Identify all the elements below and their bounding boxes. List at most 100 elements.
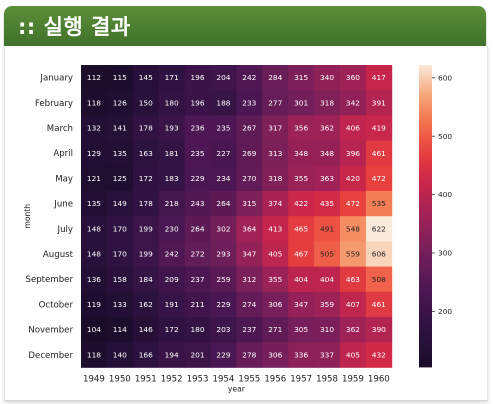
heatmap-cell: [340, 115, 367, 141]
cell-value-label: 318: [320, 98, 334, 107]
heatmap-cell: [184, 90, 211, 116]
heatmap-cell: [340, 191, 367, 217]
cell-value-label: 360: [346, 73, 360, 82]
cell-value-label: 180: [165, 98, 179, 107]
heatmap-cell: [340, 165, 367, 192]
heatmap-cell: [210, 165, 237, 192]
cell-value-label: 277: [268, 98, 282, 107]
heatmap-cell: [81, 90, 108, 116]
cell-value-label: 180: [190, 325, 204, 334]
cell-value-label: 218: [165, 199, 179, 208]
heatmap-cell: [365, 216, 393, 242]
heatmap-cell: [158, 266, 185, 293]
cell-value-label: 391: [372, 98, 386, 107]
cell-value-label: 229: [216, 300, 230, 309]
cell-value-label: 146: [139, 325, 153, 334]
colorbar-tick-label: 600: [438, 73, 452, 82]
heatmap-cell: [288, 266, 315, 293]
cell-value-label: 135: [113, 149, 127, 158]
cell-value-label: 171: [165, 73, 179, 82]
heatmap-cell: [365, 90, 393, 116]
cell-value-label: 535: [372, 199, 386, 208]
heatmap-cell: [236, 317, 263, 343]
cell-value-label: 235: [216, 124, 230, 133]
heatmap-cell: [132, 115, 160, 141]
cell-value-label: 150: [139, 98, 153, 107]
heatmap-cell: [81, 65, 108, 91]
cell-value-label: 337: [320, 350, 334, 359]
heatmap-cell: [236, 65, 263, 91]
cell-value-label: 548: [346, 224, 360, 233]
cell-value-label: 133: [113, 300, 127, 309]
cell-value-label: 461: [372, 300, 386, 309]
heatmap-cell: [340, 342, 367, 368]
heatmap-cell: [288, 115, 315, 141]
cell-value-label: 293: [216, 250, 230, 259]
heatmap-cell: [288, 191, 315, 217]
cell-value-label: 237: [242, 325, 256, 334]
heatmap-cell: [236, 216, 263, 242]
heatmap-cell: [340, 65, 367, 91]
heatmap-cell: [184, 65, 211, 91]
cell-value-label: 237: [190, 275, 204, 284]
cell-value-label: 272: [190, 250, 204, 259]
cell-value-label: 420: [346, 174, 360, 183]
heatmap-cell: [184, 241, 211, 267]
cell-value-label: 140: [113, 350, 127, 359]
cell-value-label: 622: [372, 224, 386, 233]
heatmap-cell: [288, 65, 315, 91]
heatmap-cell: [106, 291, 134, 318]
colorbar-tick-label: 300: [438, 249, 452, 258]
cell-value-label: 129: [87, 149, 101, 158]
colorbar-tick-label: 400: [438, 190, 452, 199]
cell-value-label: 204: [216, 73, 230, 82]
cell-value-label: 118: [87, 350, 101, 359]
heatmap-cell: [210, 115, 237, 141]
heatmap-cell: [106, 191, 134, 217]
cell-value-label: 364: [242, 224, 256, 233]
heatmap-cell: [365, 342, 393, 368]
cell-value-label: 390: [372, 325, 386, 334]
cell-value-label: 362: [320, 124, 334, 133]
heatmap-cell: [106, 90, 134, 116]
heatmap-cell: [288, 165, 315, 192]
cell-value-label: 422: [294, 199, 308, 208]
x-tick-label: 1958: [316, 374, 338, 384]
heatmap-cell: [365, 191, 393, 217]
cell-value-label: 405: [346, 350, 360, 359]
y-tick-label: June: [53, 200, 73, 210]
cell-value-label: 347: [294, 300, 308, 309]
heatmap-cell: [288, 342, 315, 368]
cell-value-label: 355: [268, 275, 282, 284]
heatmap-cell: [81, 140, 108, 167]
x-tick-label: 1957: [290, 374, 312, 384]
x-tick-label: 1960: [368, 374, 390, 384]
cell-value-label: 461: [372, 149, 386, 158]
heatmap-cell: [158, 216, 185, 242]
cell-value-label: 315: [242, 199, 256, 208]
heatmap-cell: [158, 241, 185, 267]
heatmap-cell: [184, 115, 211, 141]
heatmap-cell: [106, 65, 134, 91]
heatmap-cell: [236, 291, 263, 318]
cell-value-label: 271: [268, 325, 282, 334]
heatmap-cell: [132, 90, 160, 116]
cell-value-label: 196: [190, 73, 204, 82]
cell-value-label: 172: [139, 174, 153, 183]
heatmap-cell: [365, 165, 393, 192]
cell-value-label: 211: [190, 300, 204, 309]
colorbar-tick-label: 500: [438, 132, 452, 141]
heatmap-cell: [158, 115, 185, 141]
y-tick-label: March: [47, 124, 73, 134]
cell-value-label: 355: [294, 174, 308, 183]
heatmap-cell: [184, 291, 211, 318]
heatmap-cell: [365, 65, 393, 91]
heatmap-cell: [262, 115, 289, 141]
heatmap-cell: [106, 165, 134, 192]
heatmap-cell: [184, 191, 211, 217]
heatmap-cell: [262, 165, 289, 192]
heatmap-cell: [158, 191, 185, 217]
x-tick-label: 1954: [213, 374, 235, 384]
cell-value-label: 243: [190, 199, 204, 208]
heatmap-cell: [262, 90, 289, 116]
